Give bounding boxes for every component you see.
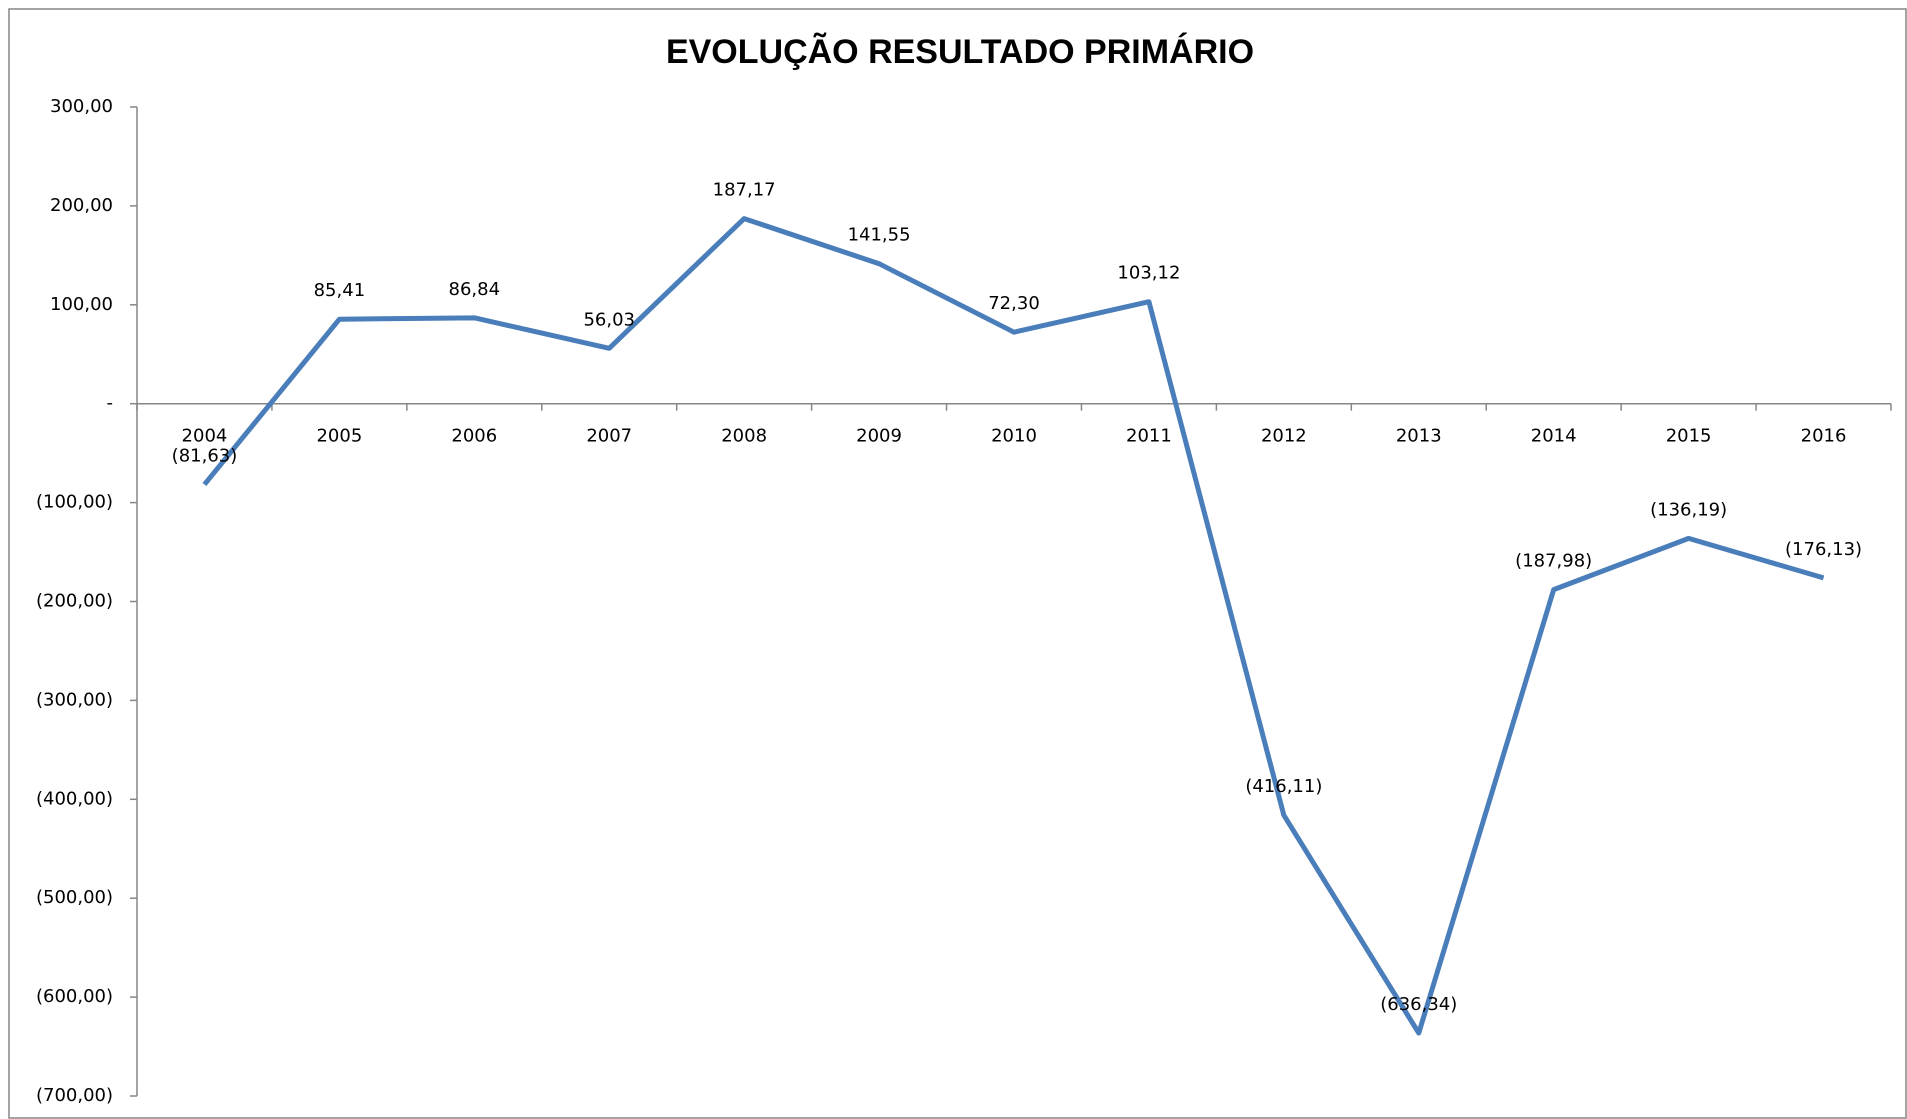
y-tick-label: (500,00) bbox=[36, 887, 113, 908]
x-tick-label: 2008 bbox=[721, 426, 767, 447]
data-label: 86,84 bbox=[449, 279, 501, 300]
data-label: 72,30 bbox=[988, 293, 1040, 314]
data-label: (187,98) bbox=[1515, 551, 1592, 572]
y-tick-label: 300,00 bbox=[50, 96, 113, 117]
y-tick-label: (100,00) bbox=[36, 492, 113, 513]
data-label: 187,17 bbox=[713, 180, 776, 201]
data-label: 56,03 bbox=[583, 309, 635, 330]
x-tick-label: 2015 bbox=[1666, 426, 1712, 447]
y-tick-label: (200,00) bbox=[36, 591, 113, 612]
chart-title: EVOLUÇÃO RESULTADO PRIMÁRIO bbox=[666, 33, 1254, 71]
x-tick-label: 2005 bbox=[316, 426, 362, 447]
y-tick-label: (600,00) bbox=[36, 986, 113, 1007]
y-tick-label: (300,00) bbox=[36, 689, 113, 710]
y-tick-label: 100,00 bbox=[50, 294, 113, 315]
data-label: 85,41 bbox=[314, 280, 366, 301]
y-tick-label: (700,00) bbox=[36, 1085, 113, 1106]
data-label: 103,12 bbox=[1117, 263, 1180, 284]
data-label: (176,13) bbox=[1785, 539, 1862, 560]
data-label: (636,34) bbox=[1380, 994, 1457, 1015]
data-label: (416,11) bbox=[1245, 776, 1322, 797]
x-tick-label: 2010 bbox=[991, 426, 1037, 447]
x-tick-label: 2012 bbox=[1261, 426, 1307, 447]
data-label: (136,19) bbox=[1650, 499, 1727, 520]
x-tick-label: 2006 bbox=[451, 426, 497, 447]
x-tick-label: 2014 bbox=[1531, 426, 1577, 447]
y-tick-label: - bbox=[107, 393, 114, 414]
y-tick-label: (400,00) bbox=[36, 788, 113, 809]
x-tick-label: 2011 bbox=[1126, 426, 1172, 447]
x-tick-label: 2004 bbox=[182, 426, 228, 447]
x-tick-label: 2013 bbox=[1396, 426, 1442, 447]
x-tick-label: 2007 bbox=[586, 426, 632, 447]
y-tick-label: 200,00 bbox=[50, 195, 113, 216]
chart-border bbox=[8, 8, 1907, 1119]
data-line bbox=[202, 216, 1825, 1036]
data-label: 141,55 bbox=[848, 225, 911, 246]
data-label: (81,63) bbox=[172, 445, 238, 466]
x-tick-label: 2016 bbox=[1801, 426, 1847, 447]
x-tick-label: 2009 bbox=[856, 426, 902, 447]
